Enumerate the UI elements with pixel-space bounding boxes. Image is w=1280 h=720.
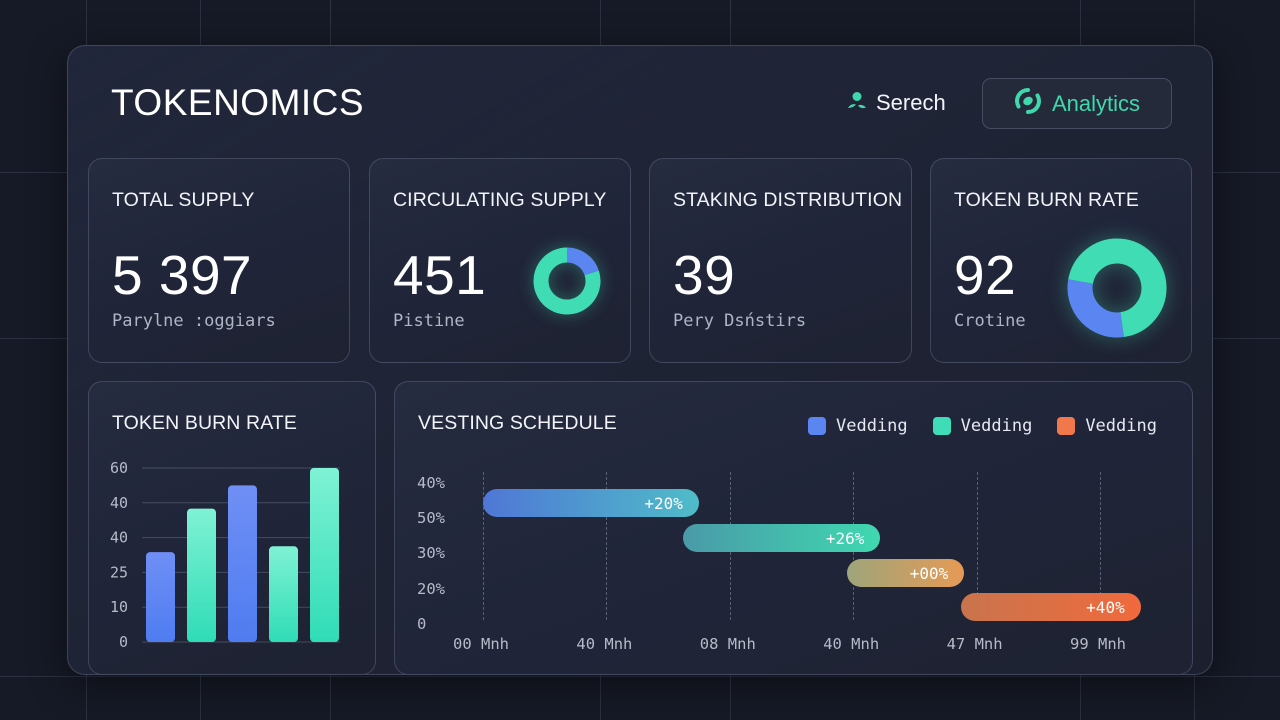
legend-label: Vedding xyxy=(960,416,1033,436)
stat-subtitle: Pery Dsństirs xyxy=(673,311,807,331)
circulating-donut-chart xyxy=(533,247,601,315)
legend-swatch xyxy=(932,417,951,435)
vesting-bar: +40% xyxy=(960,593,1141,621)
card-title: TOTAL SUPPLY xyxy=(112,189,255,211)
x-tick-label: 00 Mnh xyxy=(453,635,509,653)
vesting-bar-label: +20% xyxy=(644,493,683,513)
burn-rate-donut-chart xyxy=(1067,238,1167,338)
vesting-legend: Vedding Vedding Vedding xyxy=(808,416,1157,436)
stat-card-circulating-supply: CIRCULATING SUPPLY 451 Pistine xyxy=(369,158,631,363)
legend-label: Vedding xyxy=(1085,416,1157,436)
bar xyxy=(146,552,175,642)
stat-value: 39 xyxy=(673,244,736,306)
bar xyxy=(228,485,257,642)
search-label: Serech xyxy=(876,90,946,115)
vesting-bar-label: +40% xyxy=(1086,597,1125,617)
bar xyxy=(187,508,216,642)
stat-card-staking-distribution: STAKING DISTRIBUTION 39 Pery Dsństirs xyxy=(649,158,912,363)
bar xyxy=(269,546,298,642)
y-tick-label: 20% xyxy=(417,580,445,598)
donut-slice-blue xyxy=(566,247,599,276)
donut-slice-teal xyxy=(533,247,601,315)
analytics-button[interactable]: Analytics xyxy=(982,78,1172,129)
card-title: STAKING DISTRIBUTION xyxy=(673,189,903,211)
card-title: TOKEN BURN RATE xyxy=(112,412,297,434)
stat-value: 92 xyxy=(954,244,1017,306)
stat-subtitle: Pistine xyxy=(393,311,465,331)
y-tick-label: 0 xyxy=(417,615,427,633)
legend-item[interactable]: Vedding xyxy=(932,416,1033,436)
stat-subtitle: Crotine xyxy=(954,311,1026,331)
gridline xyxy=(976,472,978,620)
y-tick-label: 40 xyxy=(110,529,128,547)
search-button[interactable]: Serech xyxy=(846,89,946,117)
x-tick-label: 40 Mnh xyxy=(576,635,633,653)
legend-label: Vedding xyxy=(836,416,908,436)
vesting-bar-label: +00% xyxy=(909,563,949,583)
legend-swatch xyxy=(1057,417,1076,435)
stat-subtitle: Parylne :oggiars xyxy=(112,311,276,331)
analytics-swirl-icon xyxy=(1014,87,1042,120)
vesting-bar: +26% xyxy=(682,524,881,552)
y-tick-label: 30% xyxy=(417,544,445,562)
donut-slice-blue xyxy=(1067,279,1124,338)
card-title: CIRCULATING SUPPLY xyxy=(393,189,607,211)
x-tick-label: 99 Mnh xyxy=(1070,635,1126,653)
page-title: TOKENOMICS xyxy=(111,82,365,123)
vesting-bar-label: +26% xyxy=(825,528,865,548)
card-title: VESTING SCHEDULE xyxy=(418,412,617,434)
y-tick-label: 40% xyxy=(417,474,445,492)
donut-slice-teal xyxy=(1068,238,1167,338)
stat-value: 451 xyxy=(393,244,487,306)
x-tick-label: 47 Mnh xyxy=(946,635,1003,653)
y-tick-label: 50% xyxy=(417,509,445,527)
x-tick-label: 40 Mnh xyxy=(823,635,880,653)
y-tick-label: 60 xyxy=(110,459,128,477)
vesting-bar: +00% xyxy=(847,559,965,587)
stat-card-total-supply: TOTAL SUPPLY 5 397 Parylne :oggiars xyxy=(88,158,350,363)
gridline xyxy=(606,472,608,620)
y-tick-label: 0 xyxy=(119,633,128,651)
x-tick-label: 08 Mnh xyxy=(699,635,756,653)
legend-item[interactable]: Vedding xyxy=(1057,416,1157,436)
burn-rate-bar-chart: 0 10 25 40 40 60 xyxy=(110,459,340,651)
user-icon xyxy=(846,90,868,117)
legend-item[interactable]: Vedding xyxy=(808,416,908,436)
y-tick-label: 25 xyxy=(110,563,128,581)
y-tick-label: 10 xyxy=(110,598,128,616)
vesting-bar: +20% xyxy=(483,489,699,517)
analytics-label: Analytics xyxy=(1051,90,1141,116)
gridline xyxy=(1100,472,1101,620)
card-title: TOKEN BURN RATE xyxy=(954,189,1139,211)
legend-swatch xyxy=(808,417,826,435)
stat-card-token-burn-rate: TOKEN BURN RATE 92 Crotine xyxy=(930,158,1192,363)
y-tick-label: 40 xyxy=(110,494,128,512)
bar xyxy=(310,468,339,642)
stat-value: 5 397 xyxy=(112,244,253,306)
gridline xyxy=(483,472,484,620)
